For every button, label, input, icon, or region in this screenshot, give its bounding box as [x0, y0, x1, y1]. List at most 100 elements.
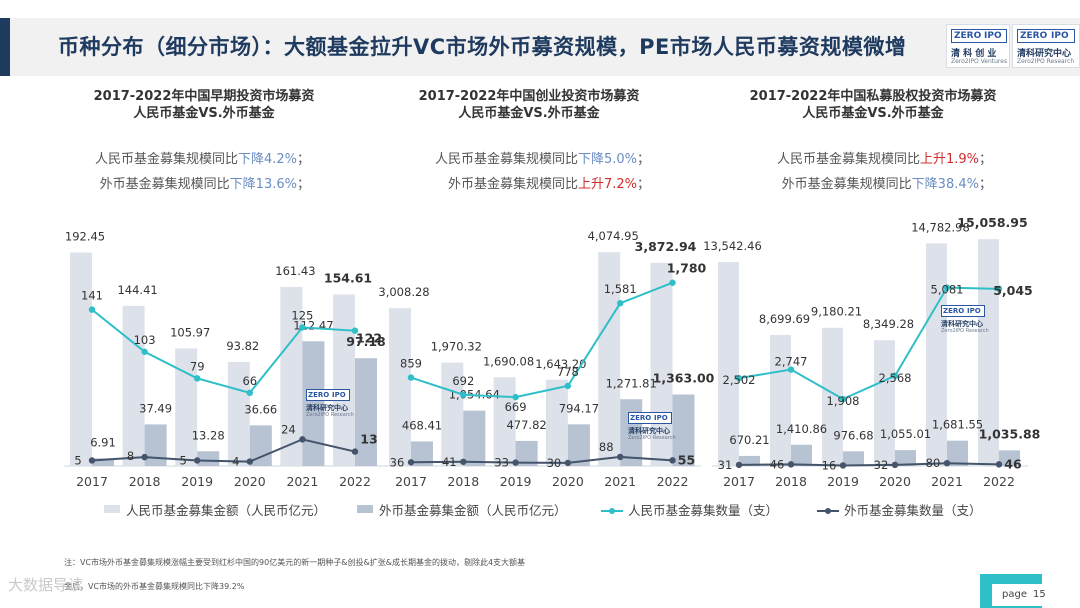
data-label-usd-count: 32 [874, 458, 889, 472]
stat-change: 下降5.0% [577, 152, 637, 167]
data-label-rmb-amount: 161.43 [275, 264, 315, 278]
point-rmb-count-2017 [88, 306, 96, 313]
stat-suffix: ； [296, 177, 310, 192]
bar-rmb-amount-2021 [926, 243, 947, 466]
data-label-rmb-amount: 1,970.32 [431, 340, 482, 354]
point-usd-count-2022 [669, 457, 676, 464]
bar-usd-amount-2020 [249, 425, 272, 466]
zero2ipo-ventures-logo: ZERO IPO 清 科 创 业 Zero2IPO Ventures [946, 24, 1010, 68]
data-label-usd-amount: 6.91 [90, 435, 116, 449]
data-label-usd-count: 36 [390, 455, 405, 469]
data-label-rmb-count: 79 [190, 359, 205, 373]
point-usd-count-2017 [88, 457, 96, 464]
chart2-title: 2017-2022年中国创业投资市场募资 人民币基金VS.外币基金 [359, 88, 699, 122]
bar-rmb-amount-2017 [70, 252, 92, 466]
x-tick-label: 2021 [604, 474, 636, 489]
point-usd-count-2017 [735, 461, 743, 469]
point-rmb-count-2022 [995, 285, 1003, 293]
zero2ipo-research-logo: ZERO IPO 清科研究中心 Zero2IPO Research [1012, 24, 1080, 68]
data-label-rmb-count: 859 [400, 357, 422, 371]
data-label-usd-count: 8 [127, 449, 134, 463]
logo-cn-text: 清科研究中心 [1017, 49, 1072, 59]
point-rmb-count-2022 [351, 327, 359, 334]
legend-label-usd-amount: 外币基金募集金额（人民币亿元） [379, 503, 567, 518]
point-rmb-count-2020 [246, 389, 253, 396]
bar-usd-amount-2022 [672, 394, 695, 466]
logo-cn-text: 清科研究中心 [306, 404, 348, 412]
chart-1: 2017 2018 2019 2020 2021 2022 192.45 6.91 144.41… [64, 230, 386, 489]
page-number-box: page 15 [992, 584, 1060, 606]
logo-word-zero: ZERO [943, 307, 965, 315]
data-label-usd-amount: 1,410.86 [776, 422, 827, 436]
data-label-rmb-count: 2,568 [879, 371, 912, 385]
data-label-usd-amount: 37.49 [139, 401, 172, 415]
legend-line-rmb-count [601, 502, 623, 514]
data-label-usd-amount: 1,271.81 [606, 376, 657, 390]
data-label-rmb-amount: 144.41 [117, 283, 157, 297]
stat-change: 上升1.9% [919, 152, 979, 167]
chart3-stat-usd: 外币基金募集规模同比下降38.4%； [782, 173, 992, 192]
logo-en-text: Zero2IPO Research [1017, 58, 1075, 65]
data-label-usd-count: 5 [74, 453, 81, 467]
footnote-line2: 金后，VC市场的外币基金募集规模同比下降39.2% [64, 582, 245, 591]
point-usd-count-2017 [407, 459, 415, 466]
chart1-watermark-logo: ZERO IPO 清科研究中心 Zero2IPO Research [306, 389, 354, 419]
point-rmb-count-2020 [891, 372, 899, 380]
x-tick-label: 2017 [723, 474, 755, 489]
data-label-rmb-count: 103 [134, 333, 156, 347]
data-label-rmb-amount: 9,180.21 [811, 305, 862, 319]
data-label-usd-amount: 1,363.00 [653, 370, 715, 385]
point-usd-count-2020 [891, 461, 899, 469]
data-label-usd-count: 30 [547, 456, 562, 470]
logo-word-zero: ZERO [630, 414, 652, 422]
data-label-usd-count: 46 [770, 457, 785, 471]
data-label-usd-count: 41 [442, 455, 457, 469]
x-tick-label: 2019 [181, 474, 213, 489]
data-label-rmb-count: 778 [557, 365, 579, 379]
data-label-rmb-count: 692 [452, 374, 474, 388]
point-usd-count-2020 [246, 458, 253, 465]
data-label-usd-amount: 1,035.88 [979, 426, 1041, 441]
legend-label-rmb-amount: 人民币基金募集金额（人民币亿元） [126, 503, 327, 518]
data-label-usd-amount: 1,055.01 [880, 427, 931, 441]
bar-rmb-amount-2017 [718, 262, 739, 466]
point-rmb-count-2020 [564, 382, 572, 390]
bar-rmb-amount-2020 [874, 340, 895, 466]
chart1-title: 2017-2022年中国早期投资市场募资 人民币基金VS.外币基金 [34, 88, 374, 122]
x-tick-label: 2021 [286, 474, 318, 489]
data-label-rmb-count: 2,747 [775, 355, 808, 369]
point-rmb-count-2021 [617, 300, 624, 307]
point-rmb-count-2018 [460, 391, 467, 398]
legend-swatch-usd-amount [357, 505, 373, 513]
legend-label-usd-count: 外币基金募集数量（支） [844, 503, 982, 518]
point-usd-count-2019 [839, 462, 847, 469]
data-label-rmb-amount: 1,643.20 [535, 357, 586, 371]
stat-prefix: 外币基金募集规模同比 [99, 177, 230, 192]
logo-word-ipo: IPO [654, 414, 668, 422]
stat-suffix: ； [636, 152, 650, 167]
bar-rmb-amount-2022 [333, 294, 355, 466]
bar-usd-amount-2022 [355, 358, 377, 466]
point-rmb-count-2021 [299, 324, 306, 331]
stat-suffix: ； [978, 152, 992, 167]
data-label-rmb-count: 5,045 [993, 283, 1033, 298]
point-usd-count-2021 [617, 453, 624, 461]
logo-en-text: Zero2IPO Research [306, 412, 354, 418]
x-tick-label: 2017 [76, 474, 108, 489]
chart-2: 2017 2018 2019 2020 2021 2022 3,008.28 468.41 1,… [378, 229, 714, 489]
point-rmb-count-2019 [194, 375, 201, 382]
logo-cn-text: 清科研究中心 [628, 427, 670, 435]
data-label-usd-count: 5 [180, 453, 187, 467]
point-rmb-count-2019 [512, 393, 519, 401]
chart3-title: 2017-2022年中国私募股权投资市场募资 人民币基金VS.外币基金 [703, 88, 1043, 122]
title-band [0, 18, 1080, 76]
chart3-stat-rmb: 人民币基金募集规模同比上升1.9%； [777, 148, 992, 167]
x-tick-label: 2017 [395, 474, 427, 489]
x-tick-label: 2021 [931, 474, 963, 489]
chart2-stat-usd: 外币基金募集规模同比上升7.2%； [448, 173, 650, 192]
logo-word-ipo: IPO [332, 391, 346, 399]
bar-usd-amount-2018 [791, 444, 812, 466]
chart3-title-line1: 2017-2022年中国私募股权投资市场募资 [749, 89, 997, 104]
page-number: 15 [1032, 589, 1046, 600]
x-tick-label: 2020 [552, 474, 584, 489]
